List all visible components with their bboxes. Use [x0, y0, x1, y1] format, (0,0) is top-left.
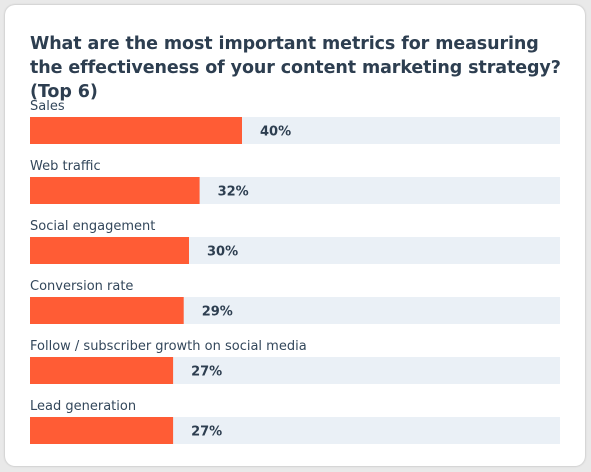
value-label: 29% [202, 305, 233, 320]
bar [30, 417, 174, 444]
bar [30, 237, 189, 264]
chart-title: What are the most important metrics for … [30, 34, 561, 102]
bar [30, 297, 184, 324]
bar-group: Conversion rate 29% [30, 279, 560, 324]
category-label: Lead generation [30, 399, 136, 414]
bar-group: Follow / subscriber growth on social med… [30, 339, 560, 384]
bar-chart: Sales 40% Web traffic 32% Social engagement 3… [30, 99, 560, 444]
value-label: 30% [207, 245, 238, 260]
bar [30, 177, 200, 204]
bar-group: Social engagement 30% [30, 219, 560, 264]
value-label: 32% [218, 185, 249, 200]
bar-group: Lead generation 27% [30, 399, 560, 444]
chart-card: What are the most important metrics for … [5, 5, 585, 466]
value-label: 27% [191, 365, 222, 380]
category-label: Follow / subscriber growth on social med… [30, 339, 307, 354]
value-label: 27% [191, 425, 222, 440]
bar [30, 117, 242, 144]
category-label: Sales [30, 99, 65, 114]
value-label: 40% [260, 125, 291, 140]
category-label: Social engagement [30, 219, 155, 234]
bar [30, 357, 174, 384]
bar-group: Web traffic 32% [30, 159, 560, 204]
category-label: Web traffic [30, 159, 101, 174]
category-label: Conversion rate [30, 279, 133, 294]
bar-group: Sales 40% [30, 99, 560, 144]
